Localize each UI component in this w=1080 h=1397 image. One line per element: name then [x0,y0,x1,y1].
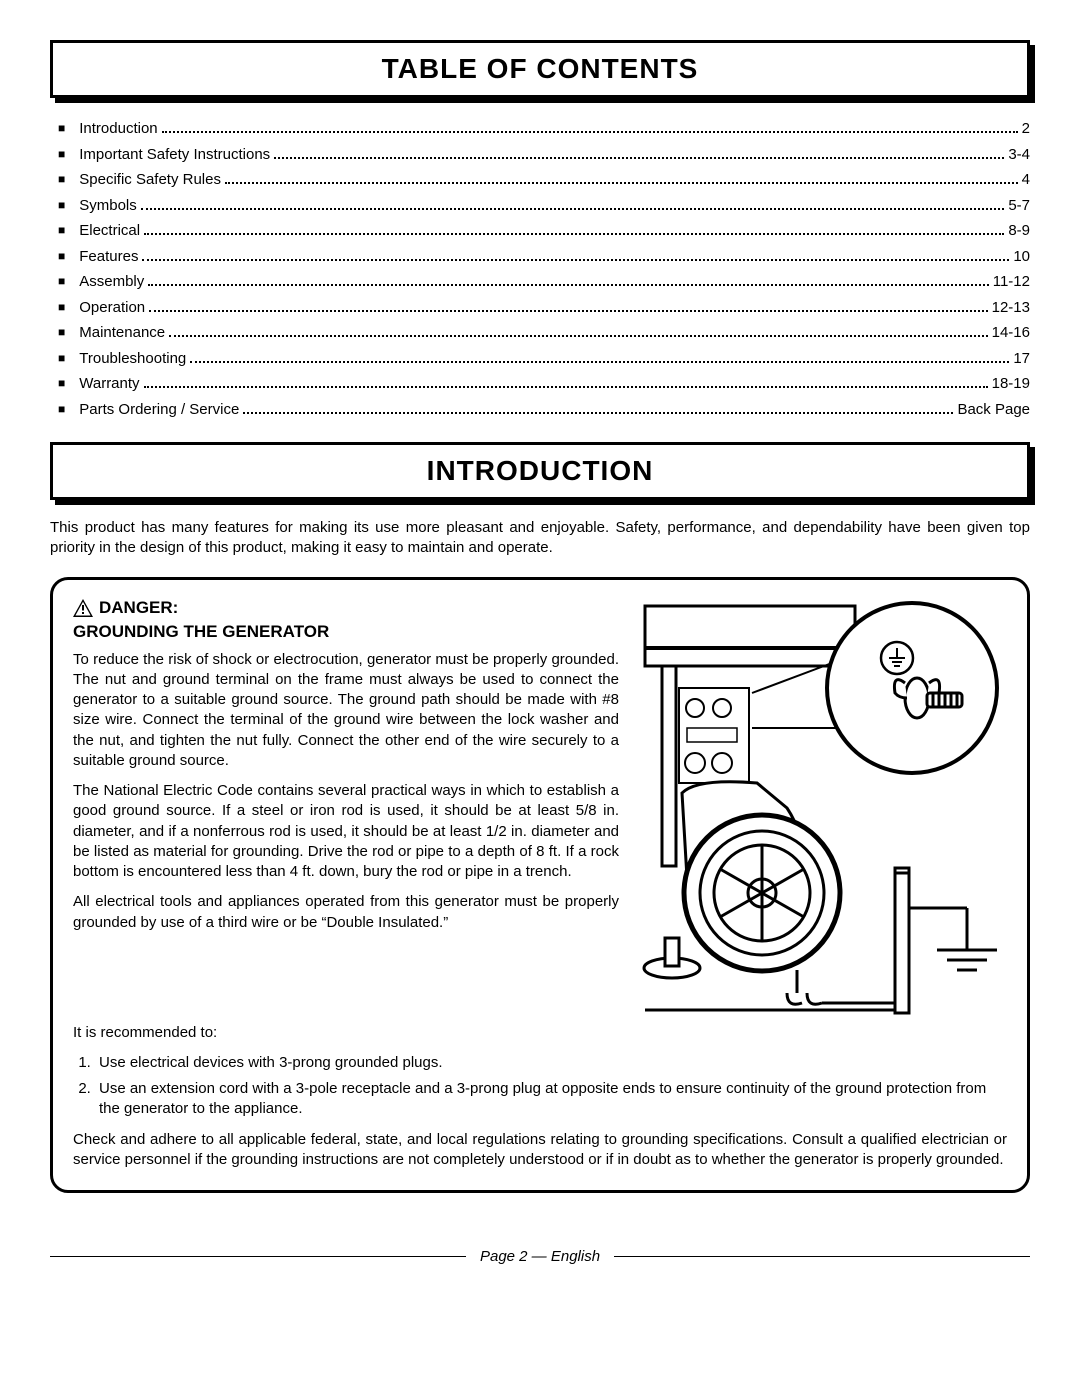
square-bullet-icon: ■ [58,195,65,215]
footer-rule-right [614,1256,1030,1257]
toc-leader [190,361,1009,363]
toc-item: ■ Warranty 18-19 [50,371,1030,397]
toc-leader [142,259,1009,261]
toc-page: 10 [1013,244,1030,270]
toc-item: ■ Troubleshooting 17 [50,346,1030,372]
generator-illustration [637,598,1007,1023]
toc-label: Maintenance [79,320,165,346]
toc-item: ■ Operation 12-13 [50,295,1030,321]
recommendation-list: Use electrical devices with 3-prong grou… [73,1053,1007,1120]
intro-header: INTRODUCTION [50,442,1030,500]
square-bullet-icon: ■ [58,220,65,240]
danger-p3: All electrical tools and appliances oper… [73,892,619,933]
toc-item: ■ Features 10 [50,244,1030,270]
toc-list: ■ Introduction 2 ■ Important Safety Instruct… [50,116,1030,422]
toc-item: ■ Electrical 8-9 [50,218,1030,244]
danger-subheading: GROUNDING THE GENERATOR [73,622,619,642]
toc-item: ■ Symbols 5-7 [50,193,1030,219]
toc-label: Electrical [79,218,140,244]
toc-header: TABLE OF CONTENTS [50,40,1030,98]
danger-p4: Check and adhere to all applicable feder… [73,1130,1007,1171]
toc-label: Features [79,244,138,270]
danger-heading: DANGER: [73,598,619,618]
toc-label: Troubleshooting [79,346,186,372]
toc-item: ■ Parts Ordering / Service Back Page [50,397,1030,423]
toc-leader [169,335,987,337]
danger-p2: The National Electric Code contains seve… [73,781,619,882]
toc-title: TABLE OF CONTENTS [73,53,1007,85]
toc-page: 14-16 [992,320,1030,346]
toc-page: 8-9 [1008,218,1030,244]
toc-label: Assembly [79,269,144,295]
toc-label: Symbols [79,193,137,219]
toc-item: ■ Maintenance 14-16 [50,320,1030,346]
toc-leader [144,233,1004,235]
page-number: Page 2 — English [480,1248,600,1265]
toc-leader [225,182,1018,184]
square-bullet-icon: ■ [58,271,65,291]
toc-leader [274,157,1004,159]
rec-intro: It is recommended to: [73,1023,1007,1043]
intro-paragraph: This product has many features for makin… [50,518,1030,559]
square-bullet-icon: ■ [58,399,65,419]
square-bullet-icon: ■ [58,297,65,317]
toc-label: Operation [79,295,145,321]
square-bullet-icon: ■ [58,322,65,342]
toc-label: Parts Ordering / Service [79,397,239,423]
square-bullet-icon: ■ [58,348,65,368]
toc-item: ■ Specific Safety Rules 4 [50,167,1030,193]
warning-icon [73,599,93,617]
intro-title: INTRODUCTION [73,455,1007,487]
square-bullet-icon: ■ [58,144,65,164]
square-bullet-icon: ■ [58,169,65,189]
toc-page: 2 [1022,116,1030,142]
toc-label: Important Safety Instructions [79,142,270,168]
footer-rule-left [50,1256,466,1257]
square-bullet-icon: ■ [58,118,65,138]
toc-page: 17 [1013,346,1030,372]
toc-item: ■ Important Safety Instructions 3-4 [50,142,1030,168]
toc-leader [162,131,1018,133]
toc-page: 18-19 [992,371,1030,397]
toc-page: 11-12 [993,269,1030,295]
toc-item: ■ Introduction 2 [50,116,1030,142]
toc-leader [141,208,1005,210]
toc-item: ■ Assembly 11-12 [50,269,1030,295]
toc-page: 4 [1022,167,1030,193]
square-bullet-icon: ■ [58,246,65,266]
toc-leader [144,386,988,388]
toc-page: 12-13 [992,295,1030,321]
square-bullet-icon: ■ [58,373,65,393]
toc-page: 3-4 [1008,142,1030,168]
danger-p1: To reduce the risk of shock or electrocu… [73,650,619,772]
toc-leader [149,310,988,312]
danger-box: DANGER: GROUNDING THE GENERATOR To reduc… [50,577,1030,1194]
toc-leader [148,284,988,286]
toc-label: Introduction [79,116,157,142]
toc-page: 5-7 [1008,193,1030,219]
toc-label: Warranty [79,371,139,397]
rec-item-2: Use an extension cord with a 3-pole rece… [95,1079,1007,1120]
page-footer: Page 2 — English [50,1248,1030,1265]
rec-item-1: Use electrical devices with 3-prong grou… [95,1053,1007,1073]
danger-label: DANGER: [99,598,178,618]
toc-label: Specific Safety Rules [79,167,221,193]
toc-page: Back Page [957,397,1030,423]
toc-leader [243,412,953,414]
